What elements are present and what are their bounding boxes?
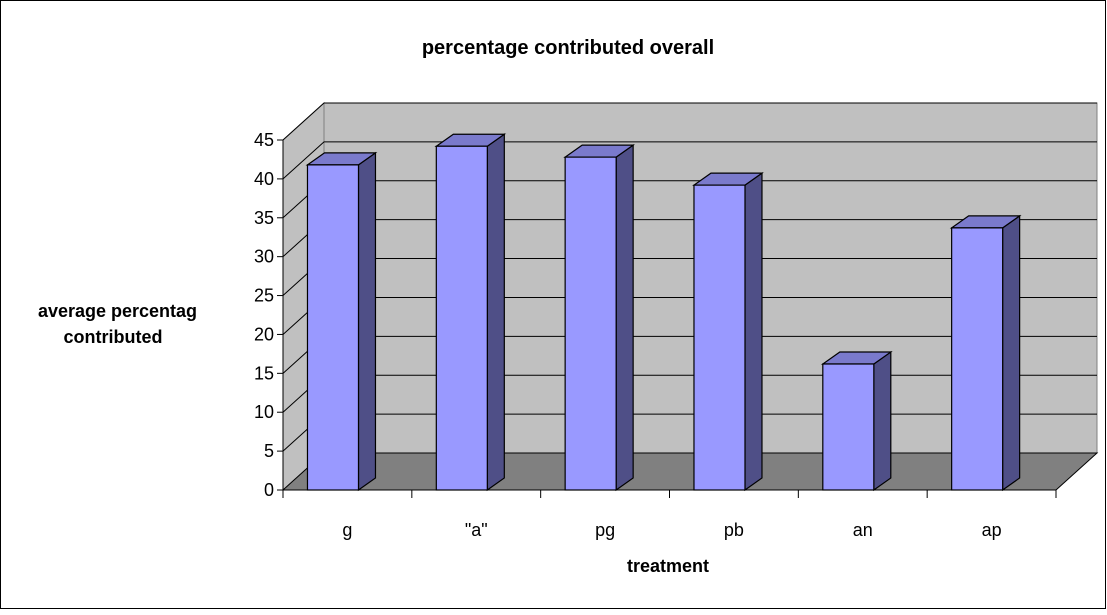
- plot-area: 0 5 10 15 20 25 30 35 40 45 g "a" pg pb an ap: [254, 101, 1099, 540]
- x-tick-label: g: [342, 520, 352, 540]
- y-axis-title-line-2: contributed: [64, 327, 163, 347]
- x-axis-title: treatment: [627, 556, 709, 576]
- y-tick-label: 5: [264, 441, 274, 461]
- y-tick-label: 45: [254, 130, 274, 150]
- x-tick-label: pg: [595, 520, 615, 540]
- x-tick-label: ap: [982, 520, 1002, 540]
- bar: [306, 164, 360, 491]
- bar: [564, 156, 617, 491]
- bar-side: [873, 350, 892, 492]
- y-tick-label: 0: [264, 480, 274, 500]
- y-tick-label: 30: [254, 247, 274, 267]
- bar-side: [615, 143, 634, 492]
- bar: [822, 363, 875, 491]
- bar-side: [486, 133, 505, 492]
- y-axis-title-line-1: average percentag: [38, 301, 197, 321]
- x-tick-label: "a": [465, 520, 488, 540]
- bar: [951, 227, 1004, 491]
- bar-side: [1002, 214, 1021, 492]
- bar: [435, 145, 488, 491]
- y-tick-label: 15: [254, 363, 274, 383]
- x-tick-label: an: [853, 520, 873, 540]
- y-tick-label: 25: [254, 286, 274, 306]
- chart-title: percentage contributed overall: [422, 37, 714, 59]
- y-tick-label: 10: [254, 402, 274, 422]
- y-tick-label: 40: [254, 169, 274, 189]
- gridline: [282, 102, 1097, 141]
- bar-side: [357, 151, 377, 492]
- y-tick-label: 35: [254, 208, 274, 228]
- y-axis-title: average percentag contributed: [38, 301, 202, 347]
- y-tick-label: 20: [254, 324, 274, 344]
- gridline: [282, 141, 1097, 180]
- bar: [693, 184, 746, 491]
- x-tick-label: pb: [724, 520, 744, 540]
- bar-side: [744, 171, 763, 492]
